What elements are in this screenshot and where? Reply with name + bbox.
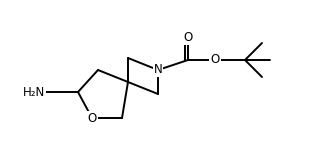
Text: O: O [87, 111, 97, 124]
Text: O: O [211, 54, 220, 66]
Text: O: O [183, 32, 193, 45]
Text: H₂N: H₂N [23, 85, 45, 99]
Text: N: N [154, 63, 162, 76]
